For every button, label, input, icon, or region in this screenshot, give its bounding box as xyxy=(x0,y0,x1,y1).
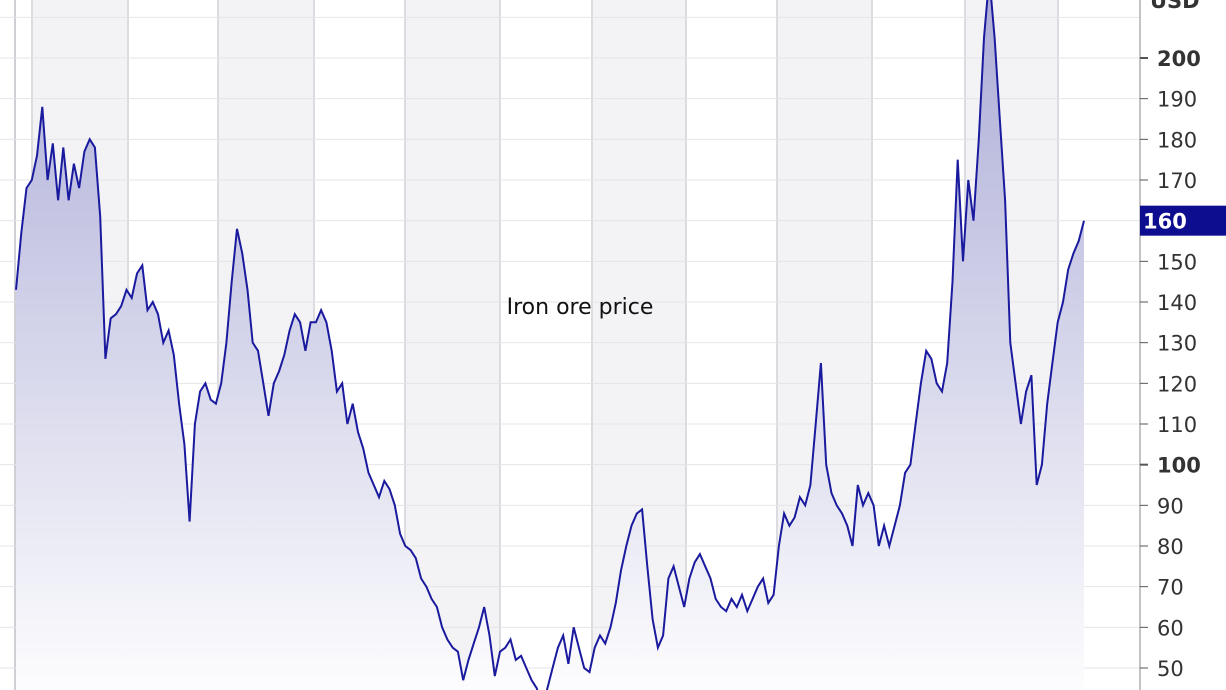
y-tick-label: 130 xyxy=(1157,332,1197,356)
last-value-label: 160 xyxy=(1143,210,1187,234)
y-tick-label: 190 xyxy=(1157,88,1197,112)
y-tick-label: 100 xyxy=(1157,454,1201,478)
y-tick-label: 50 xyxy=(1157,657,1184,681)
y-axis: 200 190 180 170 150 140 130 120 110 100 90 80 70 60 50 xyxy=(1140,47,1201,681)
y-tick-label: 70 xyxy=(1157,576,1184,600)
y-tick-label: 60 xyxy=(1157,616,1184,640)
y-tick-label: 150 xyxy=(1157,250,1197,274)
y-tick-label: 170 xyxy=(1157,169,1197,193)
y-tick-label: 140 xyxy=(1157,291,1197,315)
y-tick-label: 200 xyxy=(1157,47,1201,71)
price-area-fill xyxy=(16,0,1084,690)
y-tick-label: 120 xyxy=(1157,372,1197,396)
y-axis-unit-label: USD xyxy=(1150,0,1200,13)
last-value-badge: 160 xyxy=(1140,205,1226,236)
y-tick-label: 90 xyxy=(1157,494,1184,518)
price-line xyxy=(15,0,1085,690)
y-tick-label: 80 xyxy=(1157,535,1184,559)
plot-area xyxy=(15,0,1085,690)
y-tick-label: 180 xyxy=(1157,128,1197,152)
chart-title: Iron ore price xyxy=(507,295,654,320)
y-tick-label: 110 xyxy=(1157,413,1197,437)
last-value-badge-bg xyxy=(1140,205,1226,236)
